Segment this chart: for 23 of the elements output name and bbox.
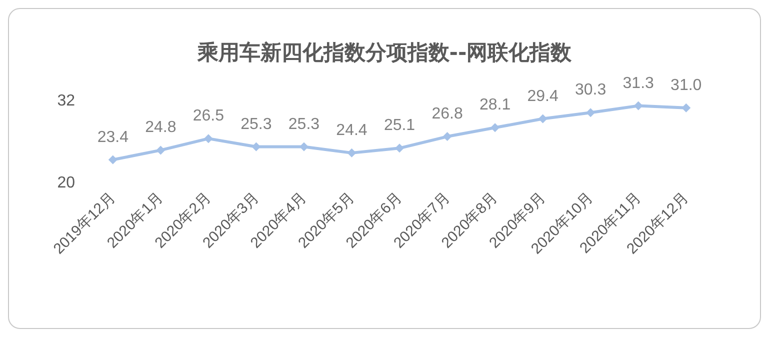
- data-label: 24.8: [145, 119, 176, 136]
- data-label: 30.3: [575, 82, 606, 99]
- data-label: 25.1: [384, 117, 416, 134]
- point: [682, 103, 691, 112]
- data-label: 28.1: [479, 96, 511, 114]
- point: [395, 144, 404, 153]
- y-tick-label: 20: [57, 174, 76, 192]
- data-label: 23.4: [97, 128, 129, 146]
- data-label: 31.3: [622, 74, 654, 92]
- data-label: 26.8: [432, 106, 463, 123]
- point: [442, 132, 452, 142]
- point: [156, 146, 166, 155]
- data-label: 25.3: [288, 116, 320, 133]
- point: [538, 114, 548, 124]
- data-label: 29.4: [527, 88, 558, 105]
- point: [204, 134, 213, 144]
- y-tick-label: 32: [57, 92, 76, 110]
- data-label: 24.4: [336, 122, 368, 139]
- data-label: 25.3: [240, 116, 272, 133]
- data-label: 26.5: [192, 108, 224, 125]
- point: [108, 155, 118, 164]
- data-label: 31.0: [670, 76, 702, 94]
- chart-title: 乘用车新四化指数分项指数--网联化指数: [196, 40, 573, 64]
